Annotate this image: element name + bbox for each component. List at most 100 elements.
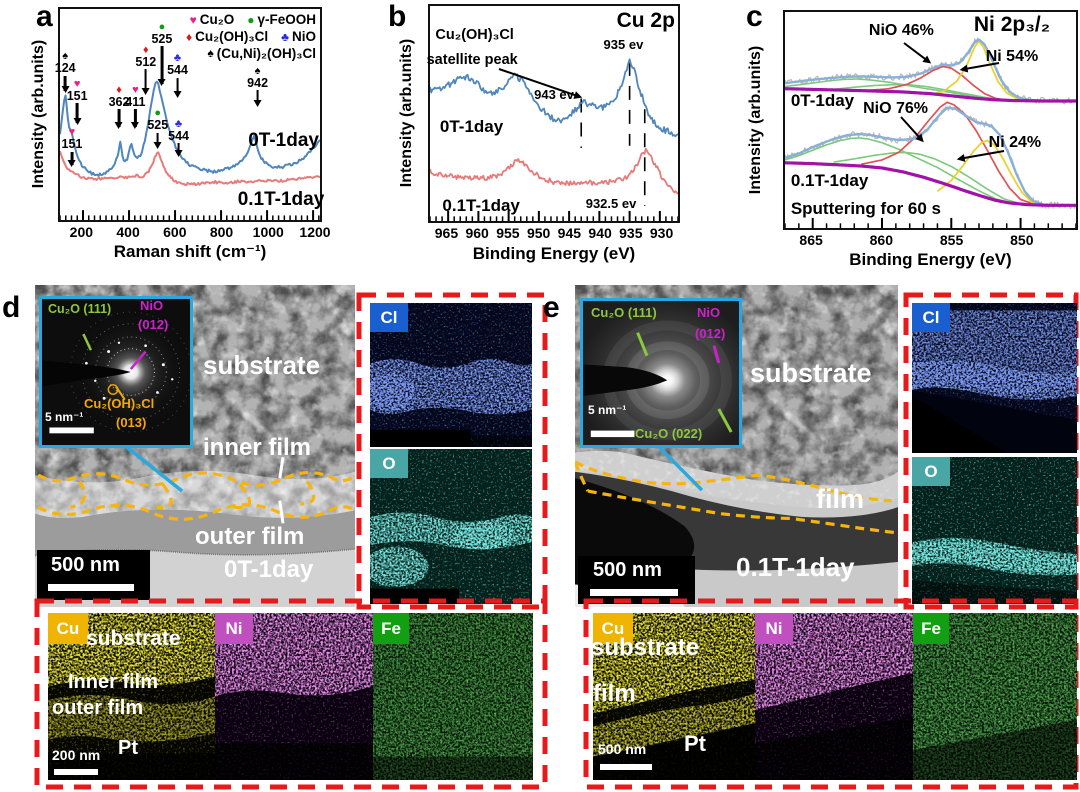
cu2p-plot-svg [430, 6, 678, 221]
peak-value: 544 [168, 128, 189, 143]
x-tick-label: 800 [209, 224, 234, 240]
tem-d-substrate-label: substrate [203, 350, 321, 380]
peak-value: 525 [151, 31, 173, 46]
chart-text: NiO 76% [863, 99, 929, 117]
map-chip-cl: Cl [912, 303, 950, 332]
peak-value: 362 [108, 94, 130, 109]
map-chip-ni: Ni [215, 613, 253, 644]
scalebar-bar [590, 589, 678, 596]
legend-symbol-icon: ♣ [281, 29, 289, 44]
x-axis-label: Raman shift (cm⁻¹) [113, 242, 267, 261]
x-tick-labels: 965 960 955 950 945 940 935 930 [428, 225, 680, 243]
tem-d-inner-film-label: inner film [203, 434, 312, 461]
map-d-inner-film-label: Inner film [68, 671, 159, 693]
tem-e-film-label: film [816, 484, 865, 514]
peak-value: 124 [54, 61, 76, 76]
panel-letter-b: b [388, 0, 407, 33]
inset-label-cu2o-111: Cu₂O (111) [48, 302, 112, 316]
inset-label-cu2o-022: Cu₂O (022) [635, 426, 703, 441]
peak-symbol-icon: ♣ [174, 117, 183, 130]
map-chip-ni: Ni [755, 613, 793, 644]
x-tick-label: 400 [116, 224, 140, 240]
series-0T-1day background [785, 89, 1076, 101]
chart-text: 0.1T-1day [442, 196, 520, 216]
legend-label: Cu₂(OH)₃Cl [195, 29, 269, 45]
eds-map-e-ni: Ni [755, 613, 913, 780]
eds-map-d-ni: Ni [215, 613, 373, 780]
saed-inset-d: Cu₂O (111) NiO (012) Cu₂(OH)₃Cl (013) 5 … [39, 296, 193, 448]
chart-text: 0T-1day [439, 116, 504, 136]
x-tick-label: 960 [465, 225, 489, 241]
map-e-scalebar-label: 500 nm [598, 741, 647, 757]
chart-text: 943 ev [534, 86, 574, 102]
map-chip-fe: Fe [373, 613, 409, 644]
inset-scalebar-label: 5 nm⁻¹ [45, 410, 84, 424]
y-axis-label: Intensity (arb.units) [747, 45, 764, 195]
peak-arrow-icon [75, 103, 79, 124]
series-0T-1day [60, 82, 320, 176]
panel-c: c Intensity (arb.units) Ni 2p₃/₂ NiO 46% N… [720, 0, 1080, 278]
tem-d-sample-label: 0T-1day [224, 556, 314, 583]
peak-annotation: ♣ 544 [167, 53, 188, 96]
peak-arrow-icon [156, 132, 159, 147]
peak-value: 525 [147, 118, 169, 133]
x-tick-label: 930 [649, 225, 674, 241]
eds-map-e-o: O [912, 457, 1077, 604]
peak-arrow-icon [177, 143, 180, 156]
chart-text: Sputtering for 60 s [790, 198, 941, 218]
peak-arrow-icon [256, 90, 259, 106]
legend-symbol-icon: ● [247, 12, 255, 27]
series-0.1T-1day background [785, 163, 1076, 206]
inset-label-nio-012: (012) [138, 317, 169, 332]
peak-symbol-icon: ♥ [73, 77, 81, 90]
legend-row: ♥ Cu₂O ● γ-FeOOH [190, 12, 316, 27]
x-tick-labels: 865 860 855 850 [783, 232, 1078, 250]
chart-text: satellite peak [426, 52, 518, 69]
panel-letter-a: a [36, 0, 53, 33]
peak-annotation: ♠ 942 [247, 65, 268, 106]
eds-map-d-fe: Fe [373, 613, 533, 780]
chart-text: Cu₂(OH)₃Cl [435, 26, 514, 43]
legend-label: γ-FeOOH [257, 12, 316, 28]
x-tick-label: 935 [619, 225, 643, 241]
map-chip-o: O [370, 449, 408, 478]
peak-value: 411 [125, 94, 146, 109]
y-axis-label: Intensity (arb.units) [398, 38, 415, 188]
inset-label-cu2ohcl: Cu₂(OH)₃Cl [84, 396, 155, 411]
x-tick-label: 940 [588, 225, 612, 241]
map-chip-cl: Cl [370, 303, 408, 332]
eds-map-d-cl: Cl [370, 303, 532, 447]
eds-map-d-o: O [370, 449, 532, 604]
legend-entry: ♠ (Cu,Ni)₂(OH)₃Cl [207, 46, 316, 61]
scalebar-bar [48, 584, 134, 591]
peak-value: 151 [61, 137, 83, 152]
x-tick-label: 955 [496, 225, 520, 241]
peak-symbol-icon: ♦ [116, 83, 122, 96]
legend-row: ♠ (Cu,Ni)₂(OH)₃Cl [207, 46, 316, 61]
x-tick-label: 965 [434, 225, 459, 241]
legend-symbol-icon: ♥ [189, 12, 197, 27]
x-tick-label: 850 [1010, 232, 1034, 248]
chart-text: Cu 2p [616, 9, 675, 33]
map-e-film-label: film [593, 680, 636, 707]
map-chip-fe: Fe [913, 613, 949, 644]
peak-symbol-icon: ♥ [132, 83, 139, 96]
x-axis-label: Binding Energy (eV) [849, 250, 1012, 269]
chart-text: 932.5 ev [585, 196, 637, 212]
series-0.1T-1day envelope [785, 108, 1076, 206]
cu2p-plot: Cu 2p Cu₂(OH)₃Cl satellite peak 943 ev 935 e… [426, 4, 680, 223]
map-d-outer-film-label: outer film [52, 697, 144, 719]
eds-map-e-cu: Cu [593, 613, 755, 780]
chart-text: Ni 2p₃/₂ [973, 13, 1051, 37]
map-d-substrate-label: substrate [86, 627, 181, 650]
legend-entry: ● γ-FeOOH [247, 12, 316, 27]
x-tick-label: 1000 [252, 224, 284, 240]
raman-plot: 0T-1day 0.1T-1day ♠ 124 ♥ 151 ♦ 362 ♥ 411 ♦ 512 ● 525… [54, 7, 324, 222]
peak-symbol-icon: ♥ [68, 126, 76, 139]
panel-letter-c: c [746, 0, 763, 33]
x-axis-label: Binding Energy (eV) [472, 244, 636, 263]
map-chip-cu: Cu [48, 613, 88, 644]
legend-entry: ♦ Cu₂(OH)₃Cl [186, 29, 268, 44]
legend-symbol-icon: ♦ [186, 29, 193, 44]
peak-annotation: ♣ 544 [168, 117, 189, 156]
